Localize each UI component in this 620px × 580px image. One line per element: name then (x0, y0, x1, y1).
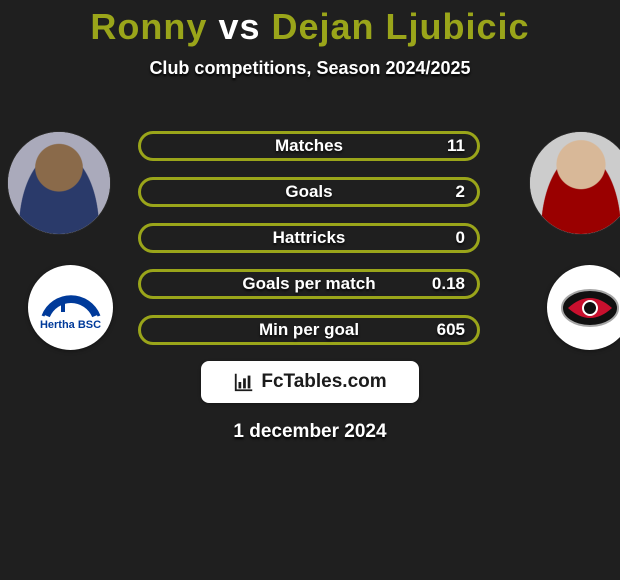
page-title: Ronny vs Dejan Ljubicic (0, 0, 620, 48)
title-player1: Ronny (90, 6, 207, 47)
source-badge: FcTables.com (201, 361, 419, 403)
avatar-placeholder-icon (8, 132, 110, 234)
avatar-placeholder-icon (530, 132, 620, 234)
player1-avatar (8, 132, 110, 234)
stat-value: 605 (437, 320, 465, 340)
hurricanes-logo-icon (558, 276, 620, 340)
stat-value: 0.18 (432, 274, 465, 294)
player2-avatar (530, 132, 620, 234)
date-label: 1 december 2024 (0, 421, 620, 443)
subtitle: Club competitions, Season 2024/2025 (0, 58, 620, 79)
hertha-logo-icon: Hertha BSC (40, 284, 101, 331)
stat-bar: Min per goal 605 (138, 315, 480, 345)
stat-value: 11 (447, 136, 465, 156)
stat-label: Goals (285, 182, 332, 202)
stat-label: Matches (275, 136, 343, 156)
source-label: FcTables.com (261, 371, 386, 393)
stat-bar: Goals per match 0.18 (138, 269, 480, 299)
title-vs: vs (218, 6, 260, 47)
stat-bar: Matches 11 (138, 131, 480, 161)
stat-value: 0 (456, 228, 465, 248)
stat-bar: Goals 2 (138, 177, 480, 207)
title-player2: Dejan Ljubicic (272, 6, 530, 47)
comparison-panel: Hertha BSC Matches 11 Goals 2 Hattricks 0 Goal… (0, 117, 620, 347)
bar-chart-icon (233, 371, 255, 393)
stat-bars: Matches 11 Goals 2 Hattricks 0 Goals per match… (138, 131, 480, 361)
stat-value: 2 (456, 182, 465, 202)
stat-bar: Hattricks 0 (138, 223, 480, 253)
player2-club-badge (547, 265, 620, 350)
stat-label: Hattricks (273, 228, 346, 248)
player1-club-badge: Hertha BSC (28, 265, 113, 350)
stat-label: Min per goal (259, 320, 359, 340)
stat-label: Goals per match (242, 274, 375, 294)
